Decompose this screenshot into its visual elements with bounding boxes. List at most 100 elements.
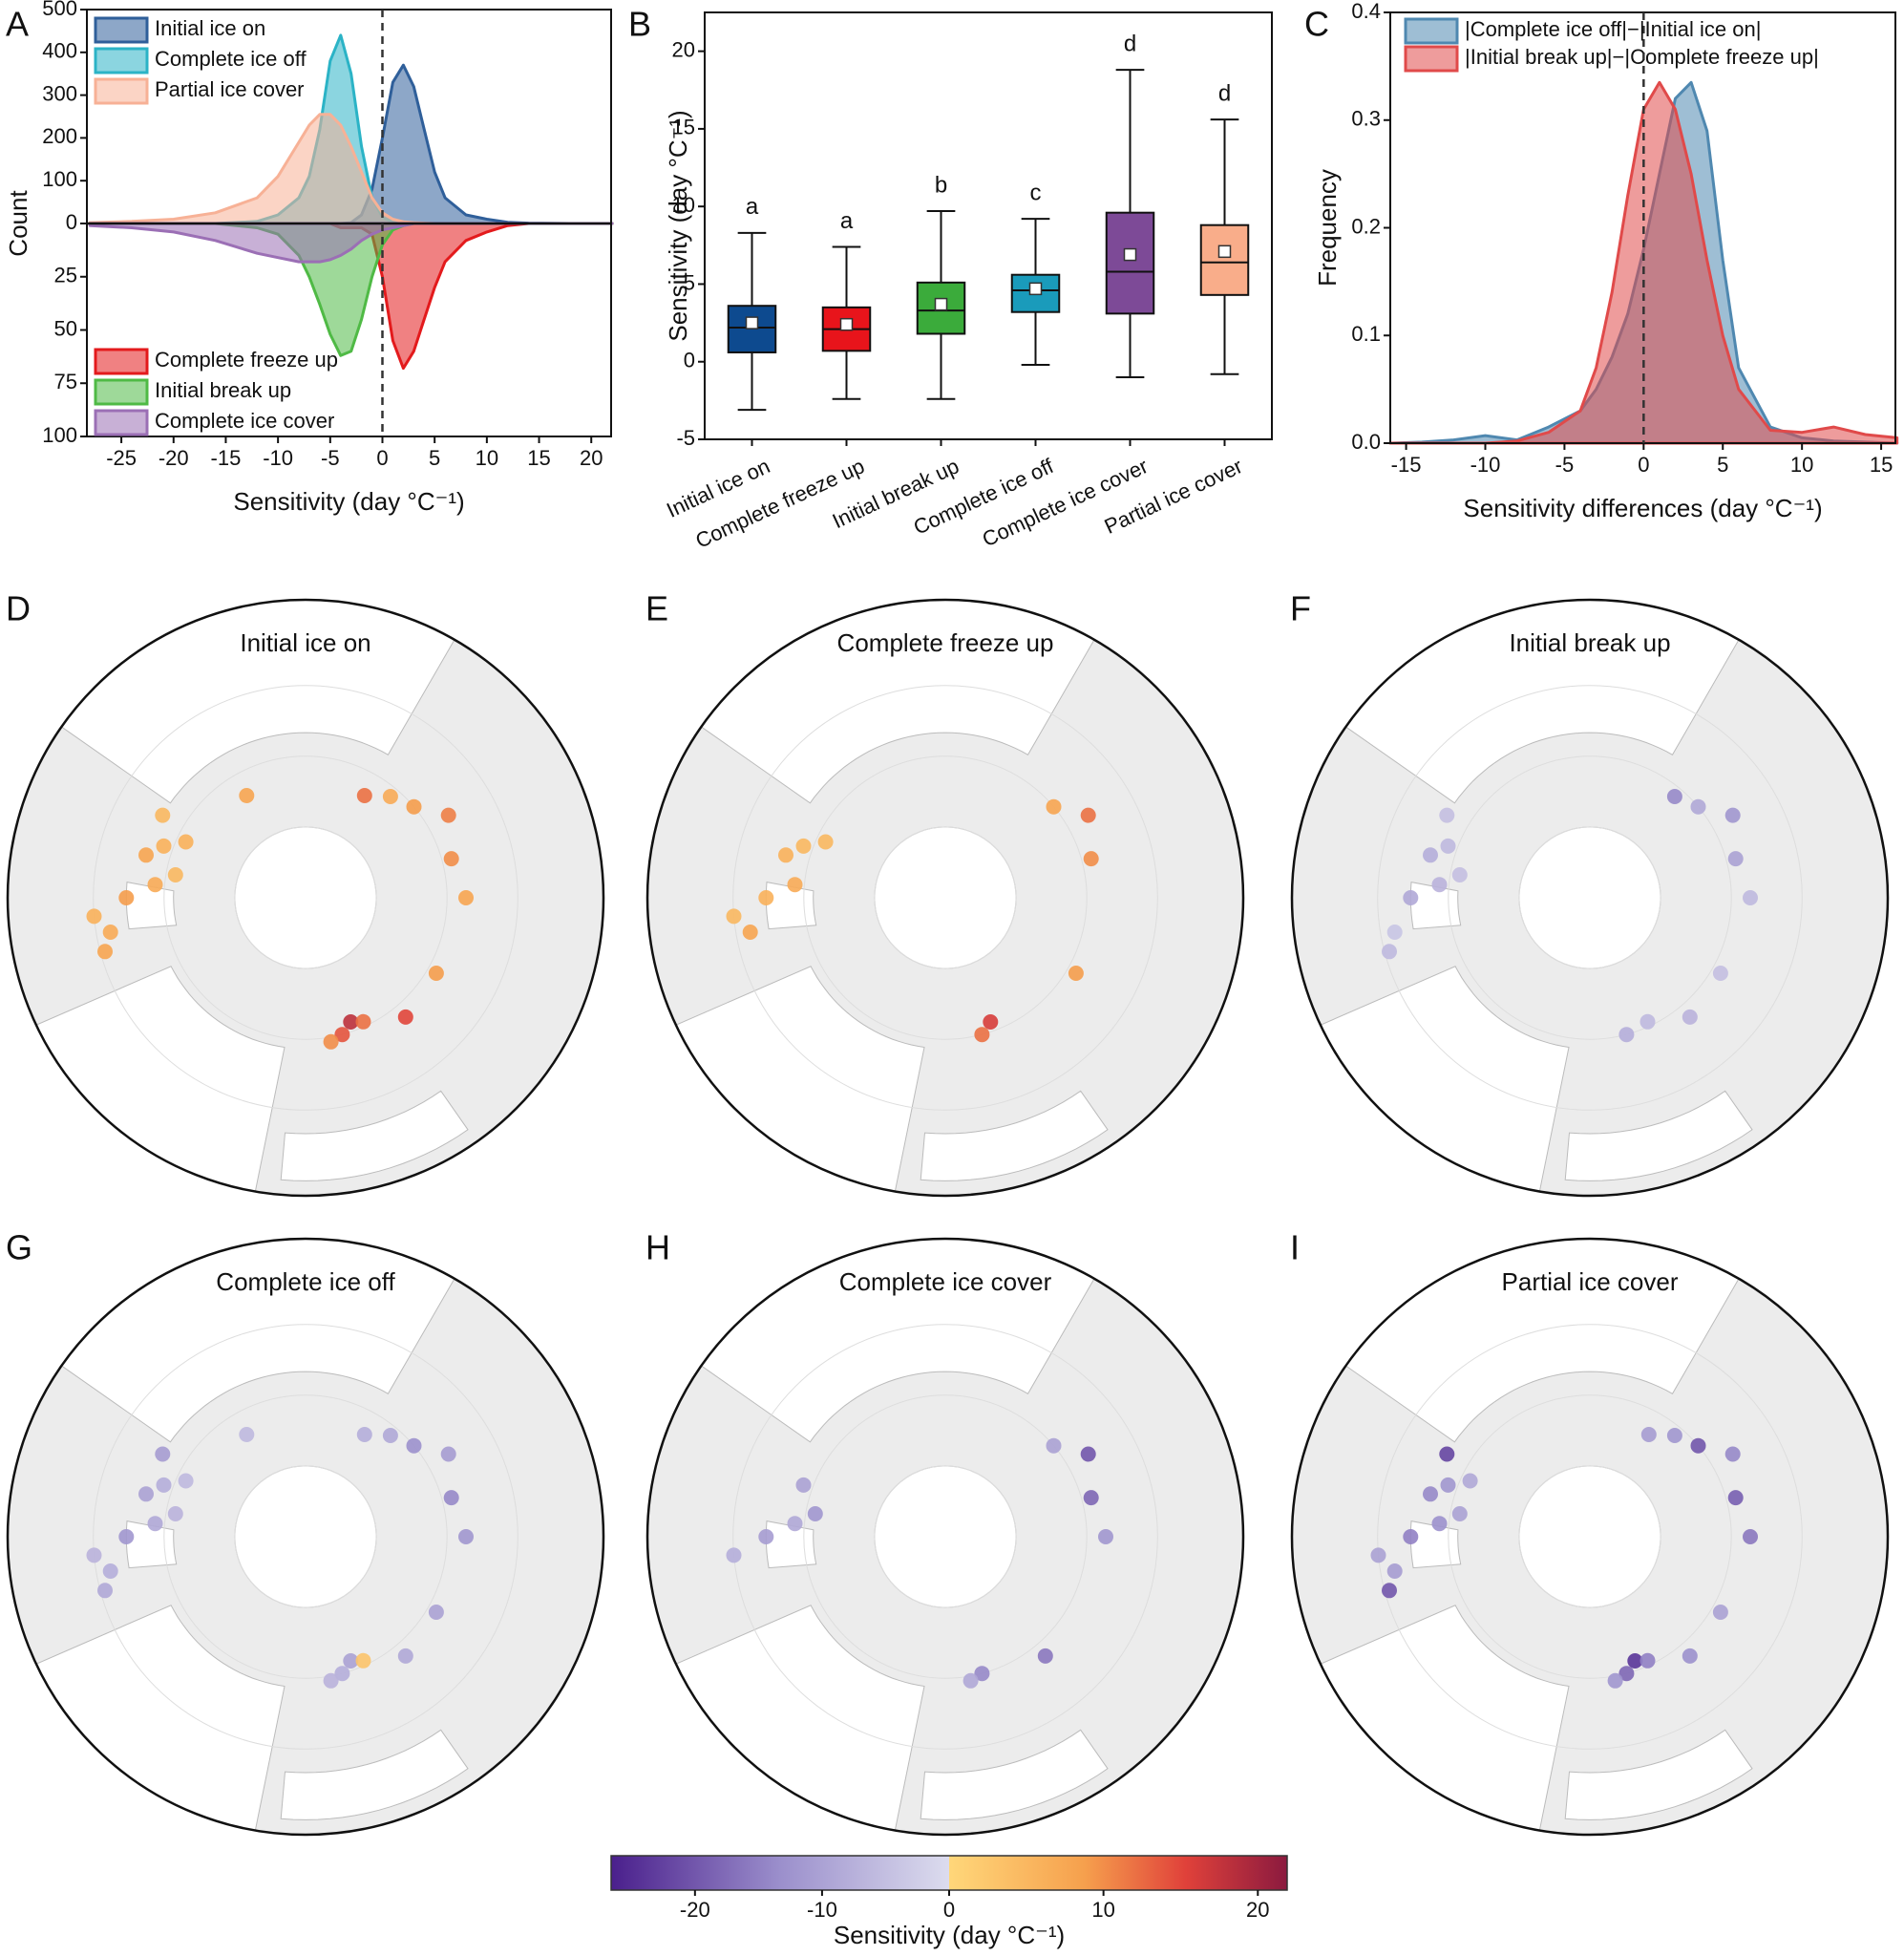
y-tick-label: 0.3 xyxy=(1351,107,1381,131)
site-dot xyxy=(1439,1446,1455,1462)
site-dot xyxy=(963,1672,979,1689)
site-dot xyxy=(1627,1653,1643,1669)
y-tick-label: 300 xyxy=(42,81,77,105)
y-axis-label: Frequency xyxy=(1313,169,1342,287)
arctic-ocean xyxy=(1518,826,1661,969)
map-title: Partial ice cover xyxy=(1502,1267,1679,1296)
site-dot xyxy=(1712,966,1728,981)
colorbar-tick-label: -20 xyxy=(680,1898,710,1922)
group-letter: a xyxy=(746,194,759,220)
map-border xyxy=(1290,1237,1890,1837)
colorbar-tick-label: 0 xyxy=(943,1898,955,1922)
map-panel: E Complete freeze up xyxy=(645,589,1245,1198)
site-dot xyxy=(1382,1583,1397,1599)
ocean xyxy=(280,1729,469,1820)
site-dot xyxy=(1462,1473,1478,1489)
graticule xyxy=(1448,1394,1732,1679)
site-dot xyxy=(1640,1652,1656,1669)
site-dot xyxy=(1682,1648,1698,1664)
map-body xyxy=(1292,1239,1888,1835)
map-border xyxy=(645,598,1245,1198)
site-dot xyxy=(167,867,183,882)
panel-letter: G xyxy=(6,1228,32,1267)
y-tick-label: 0.4 xyxy=(1351,0,1381,23)
y-tick-label: -5 xyxy=(676,426,695,450)
graticule xyxy=(163,1394,448,1679)
x-tick-label: -10 xyxy=(263,446,293,470)
site-dot xyxy=(156,1477,172,1493)
x-tick-label: Complete freeze up xyxy=(691,454,868,553)
panel-letter: E xyxy=(645,589,668,628)
site-dot xyxy=(239,788,255,803)
site-dot xyxy=(155,807,171,823)
site-dot xyxy=(334,1666,350,1682)
site-dot xyxy=(1724,807,1741,823)
map-panel: D Initial ice on xyxy=(6,589,605,1198)
graticule xyxy=(803,755,1088,1040)
x-tick-label: 15 xyxy=(1870,453,1893,477)
legend-label: Complete freeze up xyxy=(155,348,338,372)
site-dot xyxy=(974,1027,990,1043)
site-dot xyxy=(1690,798,1706,815)
x-tick-label: -5 xyxy=(1555,453,1575,477)
x-tick-label: 5 xyxy=(429,446,440,470)
site-dot xyxy=(1682,1009,1698,1025)
site-dot xyxy=(778,847,793,863)
panel-letter: C xyxy=(1304,5,1329,44)
ocean xyxy=(1564,1090,1753,1181)
graticule xyxy=(93,1324,518,1750)
legend-label: |Complete ice off|−|Initial ice on| xyxy=(1465,17,1761,41)
site-dot xyxy=(458,1529,474,1544)
group-letter: d xyxy=(1218,81,1231,107)
graticule xyxy=(93,685,518,1111)
site-dot xyxy=(1382,944,1397,960)
colorbar-tick-label: -10 xyxy=(807,1898,837,1922)
x-tick-label: 15 xyxy=(527,446,550,470)
ocean xyxy=(280,1090,469,1181)
x-tick-label: 0 xyxy=(376,446,388,470)
site-dot xyxy=(1370,1547,1386,1563)
group-letter: a xyxy=(840,208,854,234)
site-dot xyxy=(1690,1437,1706,1454)
site-dot xyxy=(239,1427,255,1442)
y-tick-label: 0.1 xyxy=(1351,322,1381,346)
graticule xyxy=(874,826,1017,969)
x-tick-label: 10 xyxy=(1790,453,1813,477)
site-dot xyxy=(1451,867,1468,882)
arctic-ocean xyxy=(234,1465,377,1608)
legend-label: Initial break up xyxy=(155,378,291,402)
ocean xyxy=(920,1729,1109,1820)
site-dot xyxy=(406,1437,422,1454)
map-body xyxy=(647,1239,1243,1835)
site-dot xyxy=(795,838,812,854)
site-dot xyxy=(1431,877,1448,893)
legend-swatch xyxy=(94,378,149,406)
colorbar-label: Sensitivity (day °C⁻¹) xyxy=(834,1921,1065,1949)
colorbar: -20 -10 0 10 20 Sensitivity (day °C⁻¹) xyxy=(610,1855,1288,1949)
x-tick-label: -5 xyxy=(321,446,340,470)
x-tick-label: 0 xyxy=(1638,453,1649,477)
site-dot xyxy=(156,838,172,854)
site-dot xyxy=(817,834,834,850)
box xyxy=(1105,211,1155,315)
y-axis-label: Sensitivity (day °C⁻¹) xyxy=(664,110,692,341)
site-dot xyxy=(1386,925,1403,940)
map-body xyxy=(647,600,1243,1196)
mean-marker xyxy=(839,317,854,331)
map-border xyxy=(1290,598,1890,1198)
legend-swatch xyxy=(1404,45,1459,73)
site-dot xyxy=(458,890,474,905)
ocean xyxy=(1292,600,1780,804)
legend-label: Partial ice cover xyxy=(155,77,305,101)
graticule xyxy=(1518,826,1661,969)
site-dot xyxy=(758,890,774,905)
arctic-ocean xyxy=(874,826,1017,969)
site-dot xyxy=(1386,1563,1403,1579)
site-dot xyxy=(726,1547,742,1563)
graticule xyxy=(874,1465,1017,1608)
panel-A: A-25 -20 -15 -10 -5 0 5 10 15 2001002003004005002… xyxy=(4,0,614,516)
x-tick-label: Complete ice cover xyxy=(979,454,1152,551)
legend-label: |Initial break up|−|Complete freeze up| xyxy=(1465,45,1819,69)
site-dot xyxy=(147,1516,163,1532)
